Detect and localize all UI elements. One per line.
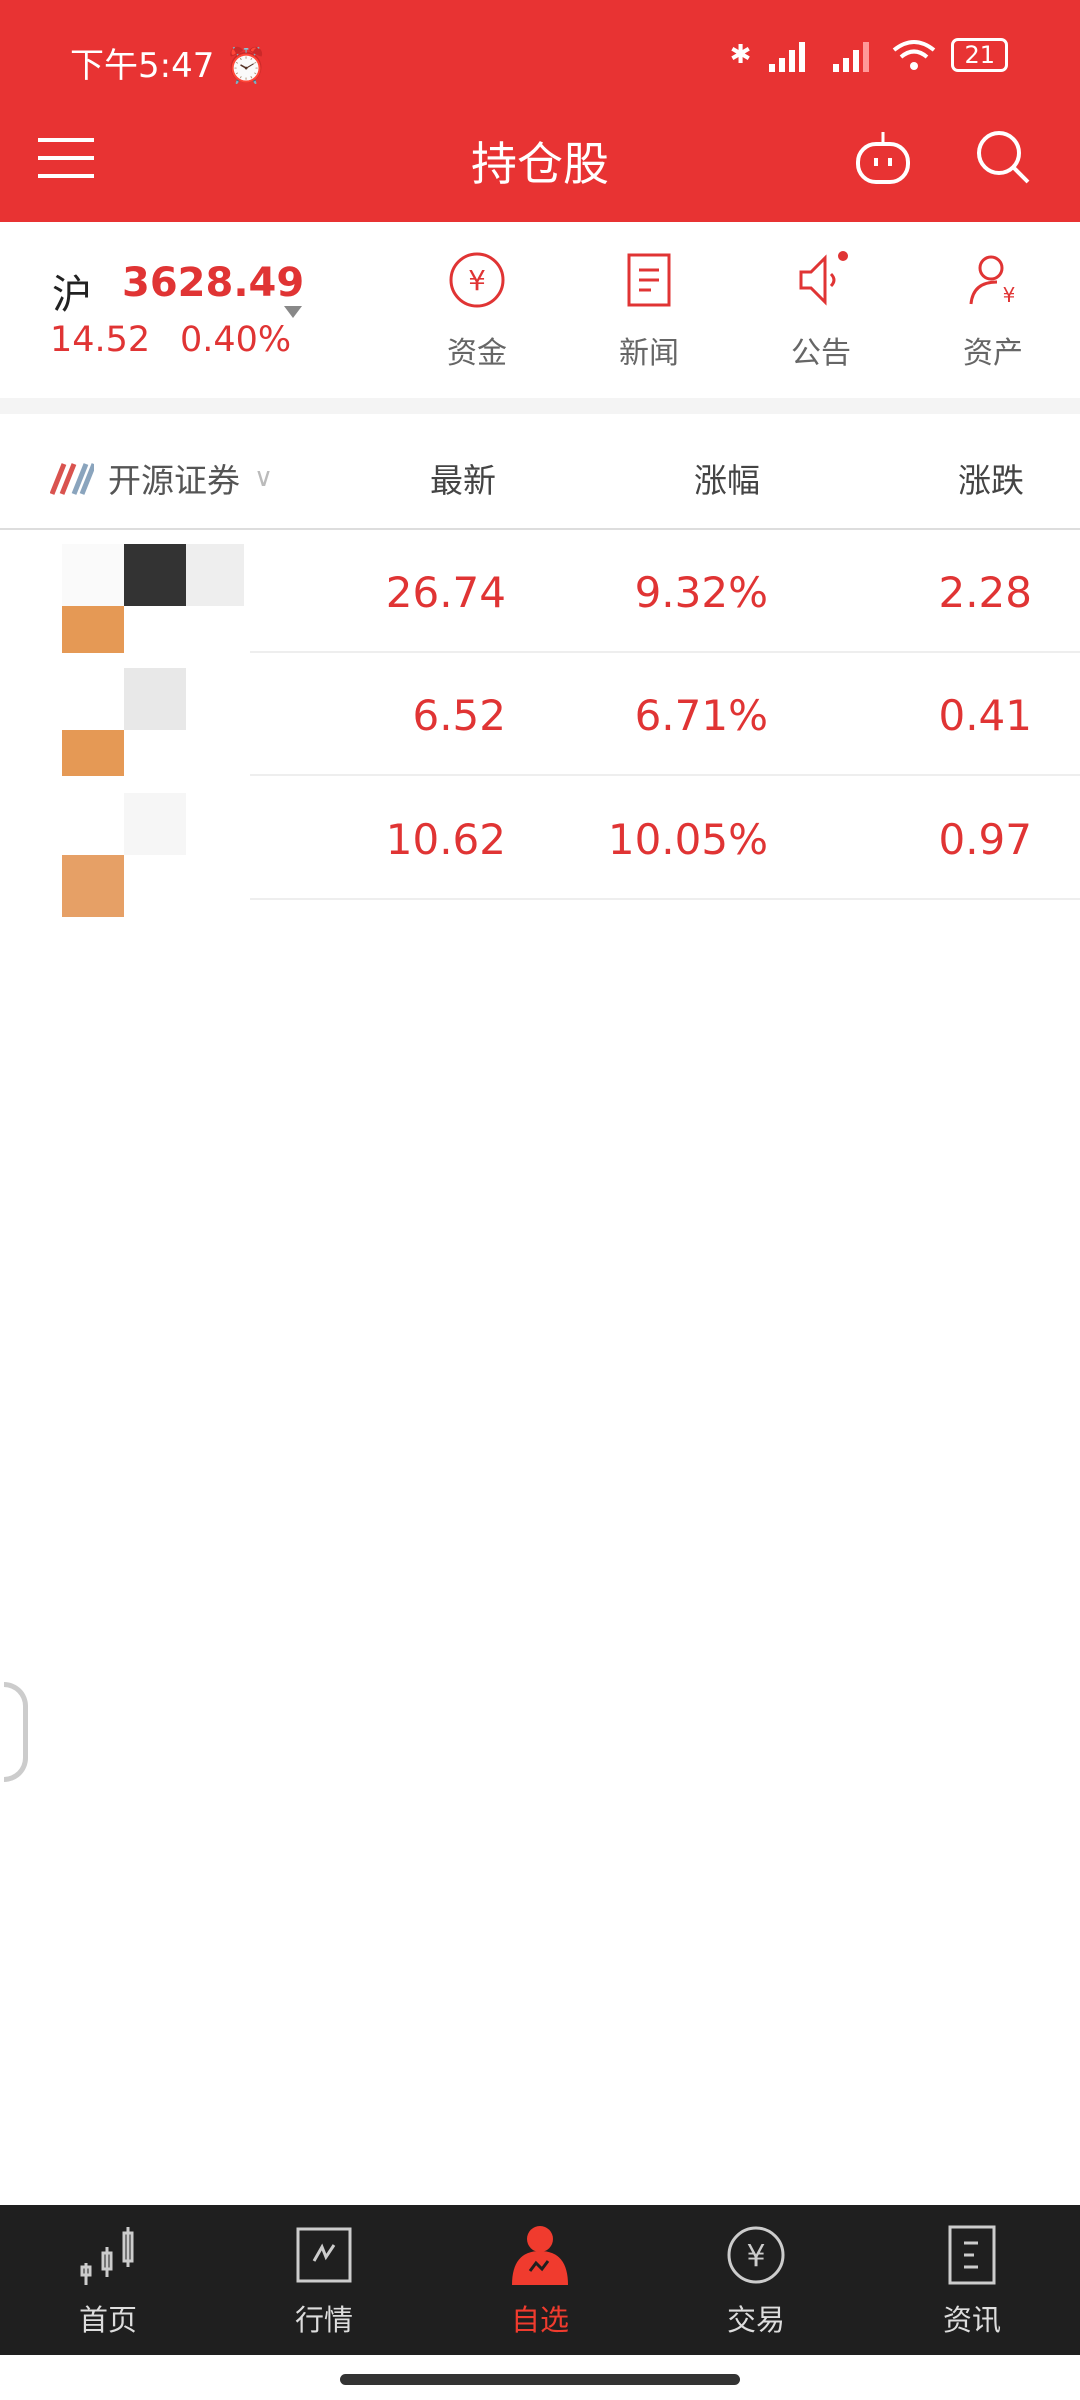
broker-logo-icon xyxy=(50,463,94,495)
edge-scroll-handle[interactable] xyxy=(4,1682,28,1782)
speaker-icon xyxy=(799,251,848,306)
user-yuan-icon: ¥ xyxy=(969,255,1016,307)
home-indicator[interactable] xyxy=(340,2374,740,2385)
news-icon xyxy=(627,253,671,307)
status-icons: ✱ 21 xyxy=(730,38,1008,72)
candlestick-icon xyxy=(80,2227,134,2285)
svg-text:¥: ¥ xyxy=(1003,283,1016,307)
document-icon xyxy=(948,2225,996,2285)
yuan-circle-icon: ¥ xyxy=(449,252,505,308)
index-summary[interactable]: 沪 3628.49 14.52 0.40% ¥ 资金 新闻 公告 ¥ 资产 xyxy=(0,222,1080,398)
svg-text:¥: ¥ xyxy=(746,2239,765,2274)
column-latest[interactable]: 最新 xyxy=(430,461,496,500)
index-percent: 0.40% xyxy=(180,320,292,360)
signal-hd-icon xyxy=(769,42,806,72)
table-row[interactable]: 10.62 10.05% 0.97 xyxy=(0,777,1080,917)
alarm-icon: ⏰ xyxy=(225,46,268,86)
nav-watchlist[interactable]: 自选 xyxy=(470,2223,610,2339)
robot-icon[interactable] xyxy=(852,126,914,188)
divider xyxy=(0,398,1080,414)
nav-trade[interactable]: ¥ 交易 xyxy=(686,2223,826,2339)
bottom-nav: 首页 行情 自选 ¥ 交易 资讯 xyxy=(0,2205,1080,2355)
signal-icon xyxy=(833,42,870,72)
index-value: 3628.49 xyxy=(122,260,305,306)
chart-icon xyxy=(296,2227,352,2283)
nav-home[interactable]: 首页 xyxy=(38,2223,178,2339)
page-title: 持仓股 xyxy=(471,137,609,191)
index-change: 14.52 xyxy=(50,320,151,360)
user-chart-icon xyxy=(512,2226,568,2285)
quick-action-news[interactable]: 新闻 xyxy=(594,250,704,372)
nav-news[interactable]: 资讯 xyxy=(902,2223,1042,2339)
table-row[interactable]: 26.74 9.32% 2.28 xyxy=(0,530,1080,653)
svg-text:¥: ¥ xyxy=(468,264,486,297)
status-time: 下午5:47 ⏰ xyxy=(70,46,268,86)
quick-action-notice[interactable]: 公告 xyxy=(766,250,876,372)
menu-icon[interactable] xyxy=(38,138,94,178)
nav-market[interactable]: 行情 xyxy=(254,2223,394,2339)
bluetooth-icon: ✱ xyxy=(729,40,752,70)
column-change[interactable]: 涨跌 xyxy=(958,461,1024,500)
dropdown-triangle-icon[interactable] xyxy=(284,306,302,318)
top-bar: 下午5:47 ⏰ ✱ 21 持仓股 xyxy=(0,0,1080,222)
quick-action-assets[interactable]: ¥ 资产 xyxy=(938,250,1048,372)
chevron-down-icon: ∨ xyxy=(254,463,274,493)
column-change-percent[interactable]: 涨幅 xyxy=(694,461,760,500)
search-icon[interactable] xyxy=(972,126,1034,188)
yuan-circle-icon: ¥ xyxy=(727,2226,785,2284)
quick-action-funds[interactable]: ¥ 资金 xyxy=(422,250,532,372)
wifi-icon xyxy=(893,40,936,70)
battery-icon: 21 xyxy=(951,38,1008,72)
broker-selector[interactable]: 开源证券 ∨ xyxy=(50,454,273,502)
table-row[interactable]: 6.52 6.71% 0.41 xyxy=(0,653,1080,776)
table-header: 开源证券 ∨ 最新 涨幅 涨跌 xyxy=(0,414,1080,530)
